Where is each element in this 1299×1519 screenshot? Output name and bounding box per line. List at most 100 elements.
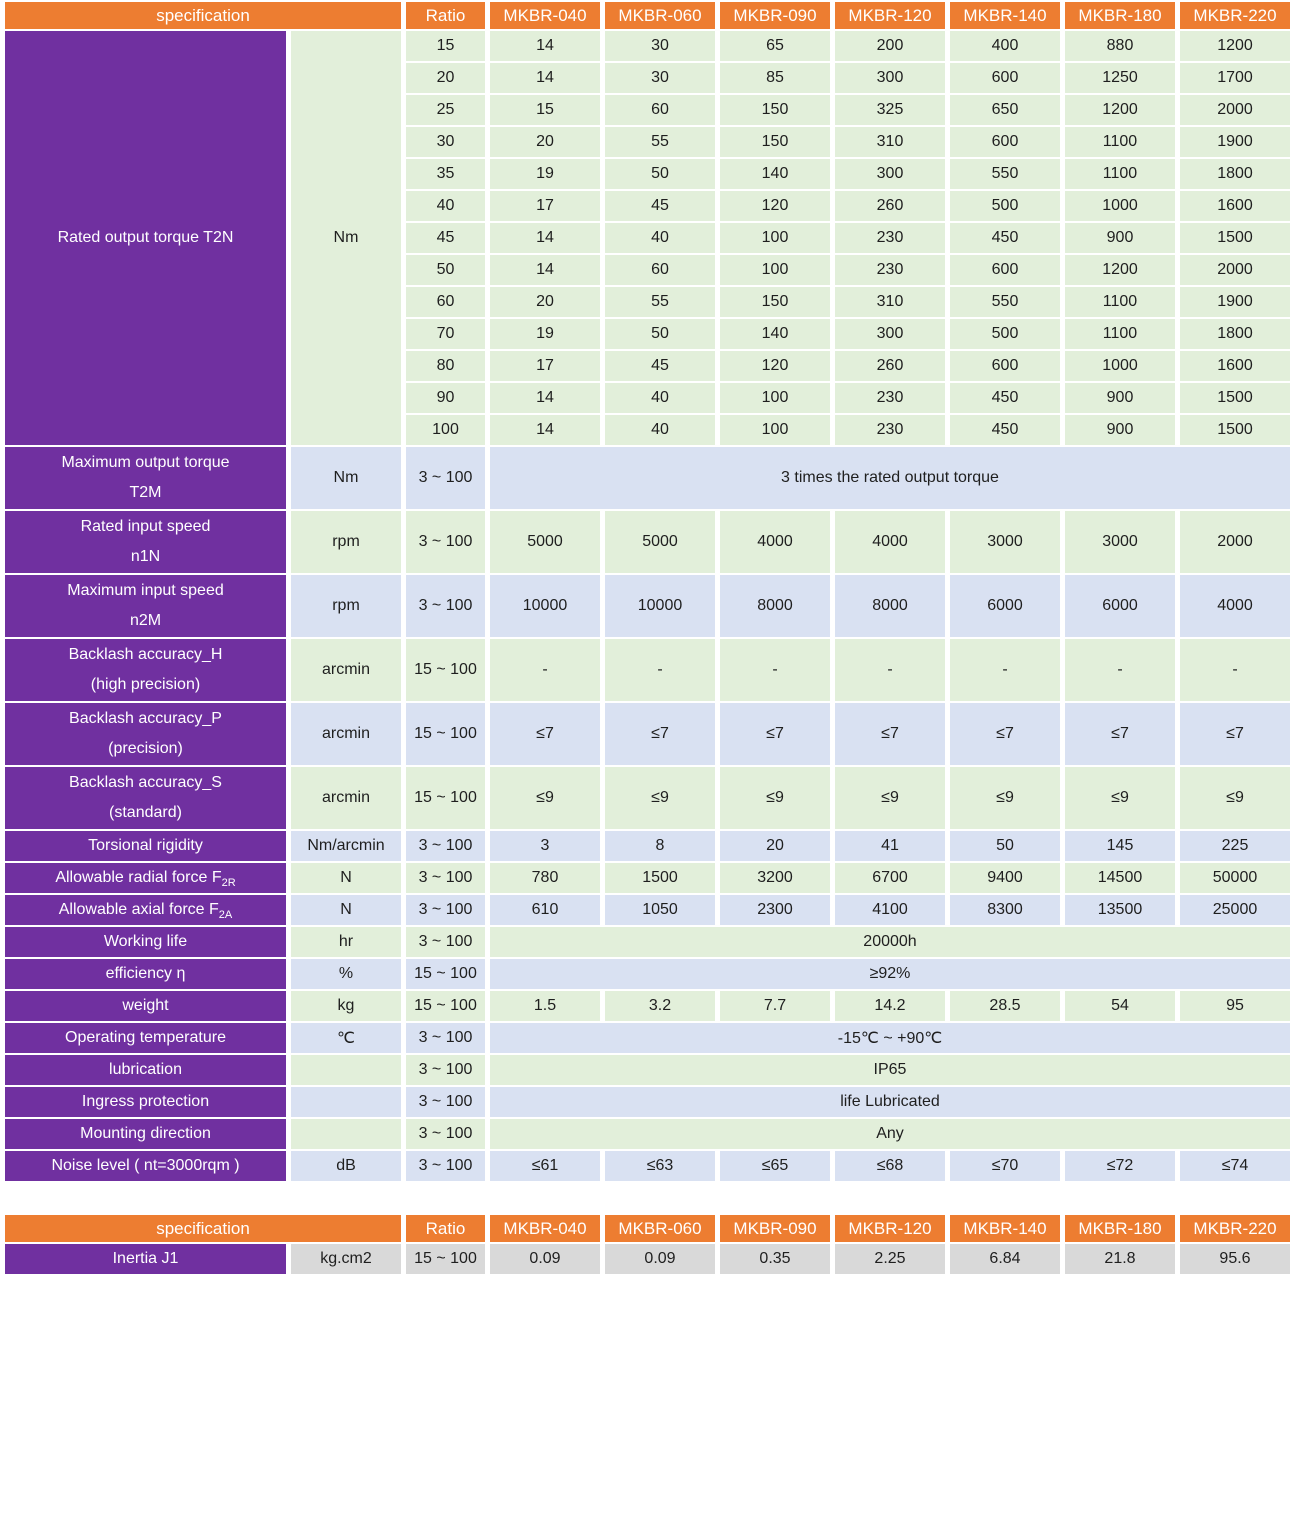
torque-row: 50 14 60 100 230 600 1200 2000 [5,255,1290,285]
value-cell: 17 [490,351,600,381]
value-cell: 1250 [1065,63,1175,93]
row-label-text: Allowable axial force F [58,901,219,918]
value-cell: 4000 [835,511,945,573]
unit-cell: rpm [291,511,401,573]
value-cell: 95 [1180,991,1290,1021]
value-cell: 19 [490,319,600,349]
value-cell: 1600 [1180,351,1290,381]
value-cell: 1800 [1180,159,1290,189]
value-cell: 3000 [950,511,1060,573]
model-header-mkbr-040: MKBR-040 [490,2,600,29]
value-cell: 1500 [605,863,715,893]
value-cell: 8000 [720,575,830,637]
value-cell: 3 [490,831,600,861]
ratio-cell: 3 ~ 100 [406,511,485,573]
ratio-cell: 70 [406,319,485,349]
value-cell: 8000 [835,575,945,637]
value-cell: ≤7 [490,703,600,765]
value-cell: 1800 [1180,319,1290,349]
row-label-maximum-input-speedn2m: Maximum input speed n2M [5,575,286,637]
value-cell: 50000 [1180,863,1290,893]
value-cell: ≤7 [835,703,945,765]
torque-row: 35 19 50 140 300 550 1100 1800 [5,159,1290,189]
value-cell: 300 [835,63,945,93]
ratio-cell: 30 [406,127,485,157]
value-cell: 1500 [1180,223,1290,253]
value-cell: 5000 [490,511,600,573]
value-cell: 200 [835,31,945,61]
value-cell: 325 [835,95,945,125]
model-header-mkbr-060: MKBR-060 [605,1215,715,1242]
row-label-mounting-direction: Mounting direction [5,1119,286,1149]
unit-cell [291,1119,401,1149]
value-cell: 40 [605,223,715,253]
unit-cell: kg [291,991,401,1021]
ratio-cell: 15 ~ 100 [406,639,485,701]
spec-header: specification [5,1215,401,1242]
value-cell: 450 [950,415,1060,445]
value-cell: 0.09 [605,1244,715,1274]
value-cell: ≤72 [1065,1151,1175,1181]
spec-row: Mounting direction 3 ~ 100 Any [5,1119,1290,1149]
row-label-noise-level-nt-3000rqm: Noise level ( nt=3000rqm ) [5,1151,286,1181]
value-cell: 1200 [1065,255,1175,285]
model-header-mkbr-060: MKBR-060 [605,2,715,29]
value-cell: ≤9 [835,767,945,829]
ratio-cell: 15 ~ 100 [406,1244,485,1274]
model-header-mkbr-140: MKBR-140 [950,2,1060,29]
value-cell: 1050 [605,895,715,925]
value-cell: 2300 [720,895,830,925]
value-cell: 310 [835,287,945,317]
value-cell: 54 [1065,991,1175,1021]
row-label-working-life: Working life [5,927,286,957]
value-cell: - [605,639,715,701]
value-cell: 600 [950,127,1060,157]
spec-header: specification [5,2,401,29]
span-value-cell: -15℃ ~ +90℃ [490,1023,1290,1053]
value-cell: ≤9 [1065,767,1175,829]
ratio-cell: 3 ~ 100 [406,863,485,893]
ratio-cell: 3 ~ 100 [406,1055,485,1085]
value-cell: 40 [605,383,715,413]
value-cell: 260 [835,351,945,381]
value-cell: ≤74 [1180,1151,1290,1181]
ratio-cell: 3 ~ 100 [406,1087,485,1117]
row-label-subscript: 2R [221,877,236,890]
torque-row: 60 20 55 150 310 550 1100 1900 [5,287,1290,317]
torque-row: Rated output torque T2N Nm 15 14 30 65 200 400 8… [5,31,1290,445]
value-cell: 100 [720,383,830,413]
value-cell: 100 [720,415,830,445]
row-label-line2: n1N [130,548,161,565]
unit-cell: dB [291,1151,401,1181]
value-cell: 60 [605,255,715,285]
span-value-cell: IP65 [490,1055,1290,1085]
ratio-cell: 40 [406,191,485,221]
model-header-mkbr-090: MKBR-090 [720,1215,830,1242]
spec-row: Ingress protection 3 ~ 100 life Lubricated [5,1087,1290,1117]
value-cell: 1900 [1180,127,1290,157]
value-cell: ≤9 [1180,767,1290,829]
row-label-line1: Rated input speed [80,518,211,536]
value-cell: 6000 [950,575,1060,637]
torque-row: 90 14 40 100 230 450 900 1500 [5,383,1290,413]
model-header-mkbr-180: MKBR-180 [1065,2,1175,29]
row-label-line1: Backlash accuracy_H [68,646,223,664]
row-label-line2: (precision) [108,740,183,757]
value-cell: - [950,639,1060,701]
ratio-cell: 90 [406,383,485,413]
value-cell: 310 [835,127,945,157]
value-cell: 30 [605,63,715,93]
value-cell: 600 [950,351,1060,381]
spec-row: Backlash accuracy_S (standard) arcmin 15 ~ … [5,767,1290,829]
row-label-line1: Maximum input speed [67,582,224,600]
value-cell: 14 [490,63,600,93]
value-cell: 2000 [1180,255,1290,285]
value-cell: 14 [490,31,600,61]
row-label-inertia-j1: Inertia J1 [5,1244,286,1274]
ratio-cell: 50 [406,255,485,285]
value-cell: ≤7 [605,703,715,765]
spec-row: Allowable radial force F2R N 3 ~ 100 780 150… [5,863,1290,893]
value-cell: 85 [720,63,830,93]
ratio-cell: 20 [406,63,485,93]
value-cell: 10000 [605,575,715,637]
